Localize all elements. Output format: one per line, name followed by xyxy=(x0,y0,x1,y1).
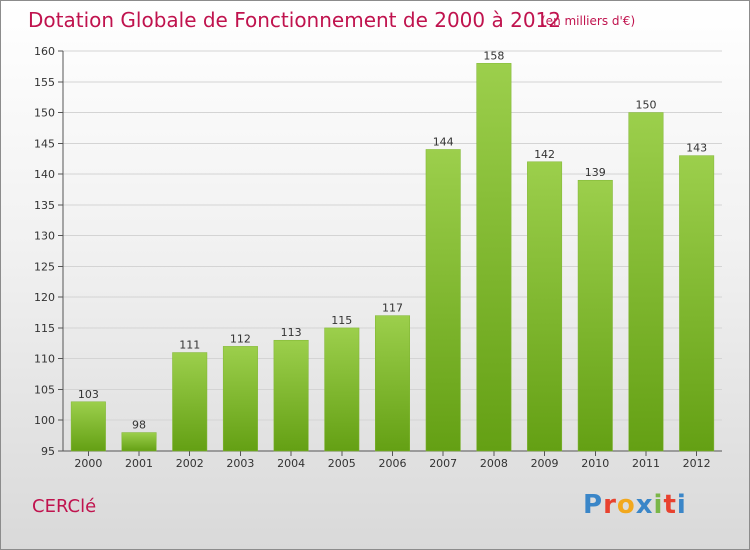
bar-value-label: 117 xyxy=(382,302,403,315)
y-tick-label: 100 xyxy=(34,414,55,427)
bar-value-label: 115 xyxy=(331,314,352,327)
y-tick-label: 140 xyxy=(34,168,55,181)
x-tick-label: 2011 xyxy=(632,457,660,470)
logo-letter: P xyxy=(583,490,604,520)
y-tick-label: 145 xyxy=(34,137,55,150)
x-tick-label: 2001 xyxy=(125,457,153,470)
bar-value-label: 111 xyxy=(179,339,200,352)
x-tick-label: 2005 xyxy=(328,457,356,470)
bar-value-label: 143 xyxy=(686,142,707,155)
y-tick-label: 160 xyxy=(34,45,55,58)
bar[interactable] xyxy=(172,352,208,452)
bar-value-label: 142 xyxy=(534,148,555,161)
y-tick-label: 150 xyxy=(34,107,55,120)
y-tick-label: 125 xyxy=(34,260,55,273)
bar[interactable] xyxy=(476,63,512,452)
logo-letter: o xyxy=(616,490,636,520)
bar[interactable] xyxy=(628,112,664,452)
bar-value-label: 139 xyxy=(585,166,606,179)
logo-letter: i xyxy=(676,490,687,520)
proxiti-logo[interactable]: Proxiti xyxy=(583,490,687,520)
bar[interactable] xyxy=(425,149,461,452)
y-tick-label: 135 xyxy=(34,199,55,212)
bar[interactable] xyxy=(121,432,157,452)
bar[interactable] xyxy=(70,401,106,452)
y-tick-label: 95 xyxy=(41,445,55,458)
bar-value-label: 112 xyxy=(230,332,251,345)
x-tick-label: 2012 xyxy=(683,457,711,470)
chart-title: Dotation Globale de Fonctionnement de 20… xyxy=(28,8,561,32)
x-tick-label: 2000 xyxy=(74,457,102,470)
bar-value-label: 98 xyxy=(132,419,146,432)
x-tick-label: 2004 xyxy=(277,457,305,470)
x-tick-label: 2008 xyxy=(480,457,508,470)
y-tick-label: 115 xyxy=(34,322,55,335)
logo-letter: t xyxy=(663,490,677,520)
bar[interactable] xyxy=(375,315,410,452)
chart-subtitle: (en milliers d'€) xyxy=(541,14,636,28)
bar-value-label: 150 xyxy=(635,99,656,112)
x-tick-label: 2010 xyxy=(581,457,609,470)
bar[interactable] xyxy=(527,161,563,452)
y-tick-label: 120 xyxy=(34,291,55,304)
x-tick-label: 2002 xyxy=(176,457,204,470)
x-tick-label: 2007 xyxy=(429,457,457,470)
logo-letter: x xyxy=(635,490,654,520)
bar[interactable] xyxy=(324,327,360,452)
y-tick-label: 130 xyxy=(34,230,55,243)
y-tick-label: 110 xyxy=(34,353,55,366)
y-tick-label: 105 xyxy=(34,383,55,396)
bar-value-label: 103 xyxy=(78,388,99,401)
labels: 95 100 105 110 115 120 125 130 135 140 145 150 155 16… xyxy=(34,45,711,470)
x-tick-label: 2009 xyxy=(531,457,559,470)
logo-letter: r xyxy=(603,490,617,520)
bar[interactable] xyxy=(222,346,258,452)
logo-letter: i xyxy=(653,490,664,520)
bar[interactable] xyxy=(577,179,613,452)
x-tick-label: 2003 xyxy=(226,457,254,470)
bar-value-label: 158 xyxy=(483,49,504,62)
commune-name: CERClé xyxy=(32,496,97,517)
y-tick-label: 155 xyxy=(34,76,55,89)
bar-value-label: 113 xyxy=(281,326,302,339)
bars xyxy=(70,63,715,452)
bar[interactable] xyxy=(273,339,309,452)
x-tick-label: 2006 xyxy=(379,457,407,470)
bar-value-label: 144 xyxy=(433,135,454,148)
bar[interactable] xyxy=(679,155,715,452)
